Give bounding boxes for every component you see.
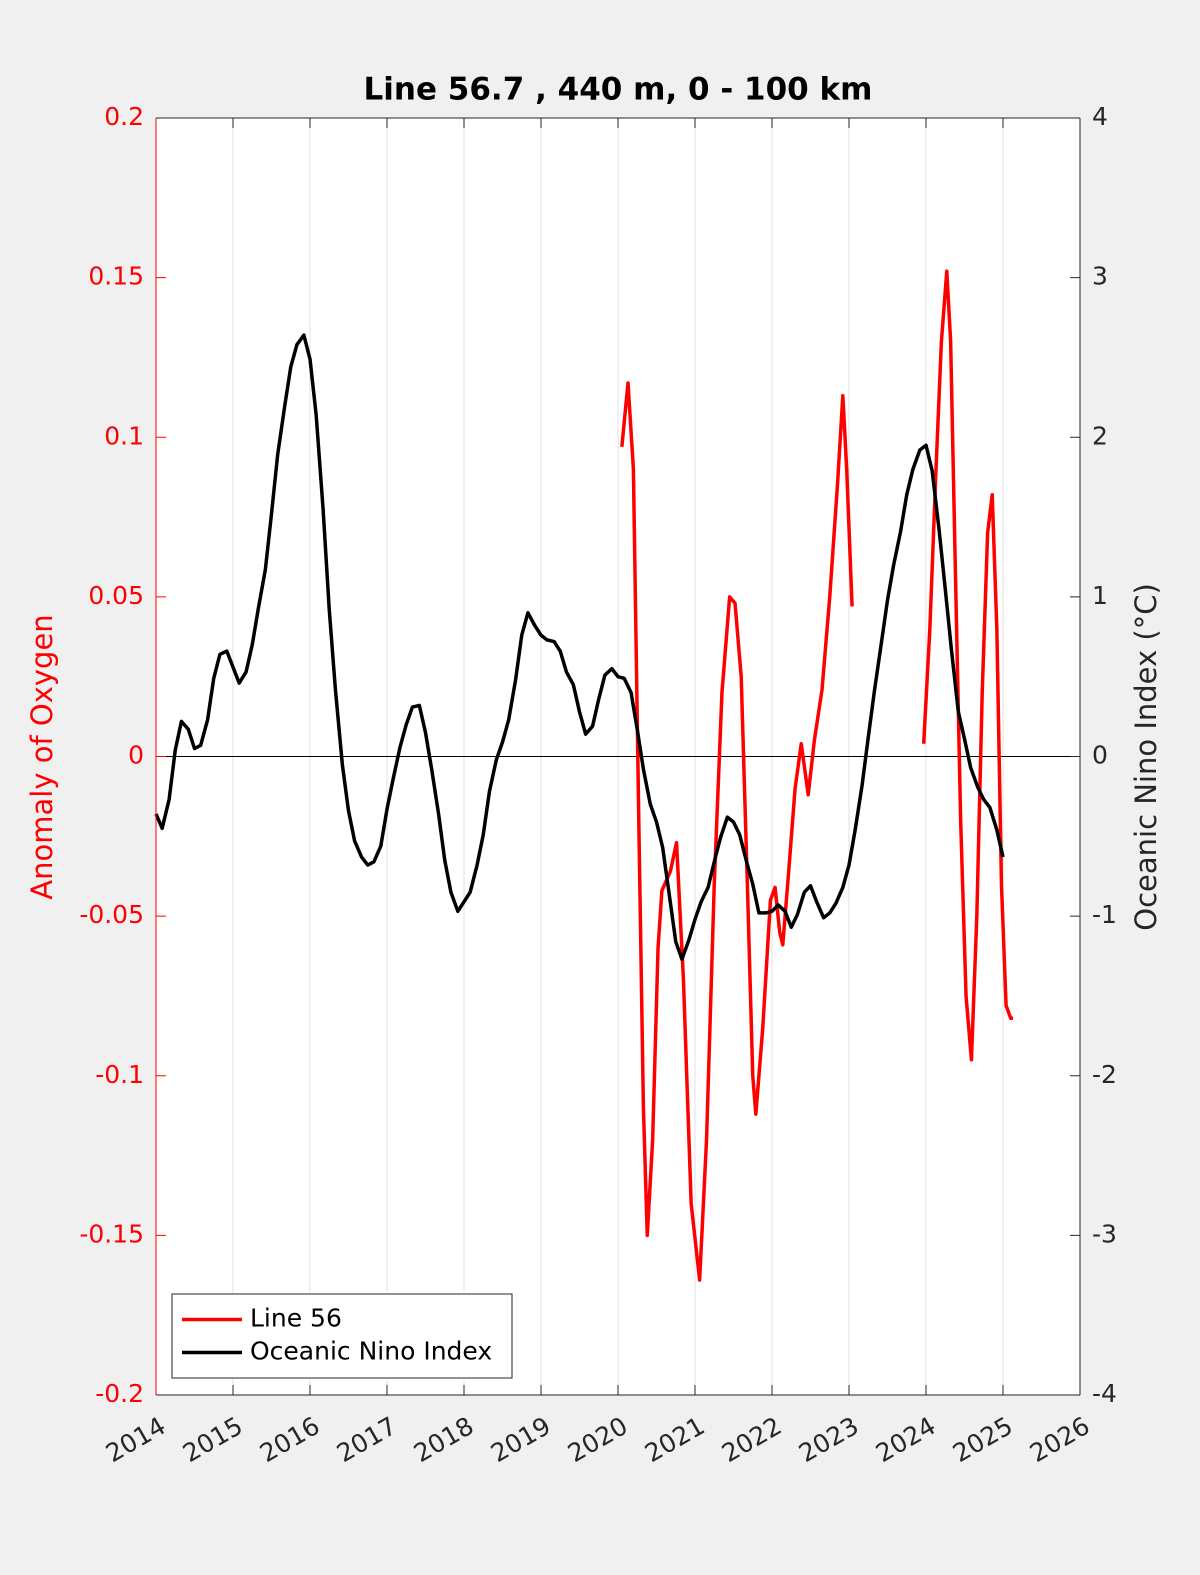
y-tick-label: 0.1 xyxy=(104,421,144,450)
y-tick-label: 0.05 xyxy=(88,581,144,610)
series-line xyxy=(620,269,1014,1282)
y-tick-label: -0.15 xyxy=(79,1219,144,1248)
y2-tick-label: -2 xyxy=(1092,1060,1117,1089)
legend-label: Line 56 xyxy=(250,1304,342,1333)
series-line xyxy=(154,333,1005,961)
y2-tick-label: 0 xyxy=(1092,741,1108,770)
y-tick-label: 0 xyxy=(128,741,144,770)
y-tick-label: 0.2 xyxy=(104,102,144,131)
y2-tick-label: -4 xyxy=(1092,1379,1117,1408)
y-tick-label: 0.15 xyxy=(88,262,144,291)
y2-tick-label: 1 xyxy=(1092,581,1108,610)
chart-title: Line 56.7 , 440 m, 0 - 100 km xyxy=(364,72,873,108)
marks xyxy=(154,269,1014,1282)
y-tick-label: -0.1 xyxy=(95,1060,144,1089)
y2-tick-label: 2 xyxy=(1092,421,1108,450)
y2-tick-label: 4 xyxy=(1092,102,1108,131)
legend: Line 56 Oceanic Nino Index xyxy=(171,1293,513,1379)
legend-box xyxy=(171,1293,513,1379)
y-tick-label: -0.2 xyxy=(95,1379,144,1408)
y-axis-label: Anomaly of Oxygen xyxy=(25,614,59,899)
y2-tick-label: -3 xyxy=(1092,1219,1117,1248)
legend-label: Oceanic Nino Index xyxy=(250,1337,492,1366)
y2-tick-label: 3 xyxy=(1092,262,1108,291)
y-tick-label: -0.05 xyxy=(79,900,144,929)
y2-axis-label: Oceanic Nino Index (°C) xyxy=(1129,583,1163,931)
y2-tick-label: -1 xyxy=(1092,900,1117,929)
